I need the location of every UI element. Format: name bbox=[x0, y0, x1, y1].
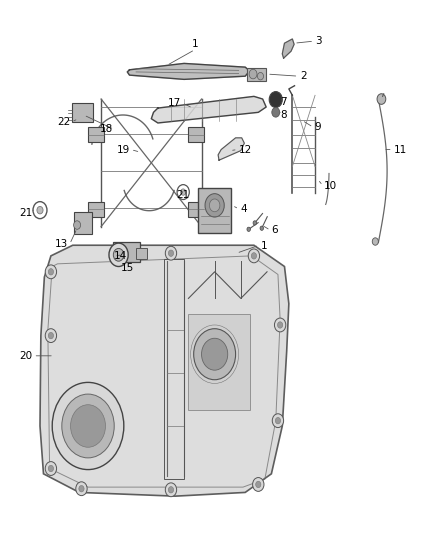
Circle shape bbox=[37, 206, 43, 214]
Circle shape bbox=[377, 94, 386, 104]
Circle shape bbox=[209, 199, 220, 212]
Circle shape bbox=[177, 184, 189, 199]
Circle shape bbox=[180, 189, 186, 195]
Circle shape bbox=[48, 269, 53, 275]
Circle shape bbox=[253, 221, 257, 225]
Polygon shape bbox=[283, 39, 294, 58]
Bar bbox=[88, 127, 104, 142]
Text: 6: 6 bbox=[272, 225, 278, 236]
Circle shape bbox=[278, 322, 283, 328]
Circle shape bbox=[372, 238, 378, 245]
Polygon shape bbox=[151, 96, 266, 123]
Bar bbox=[88, 201, 104, 216]
Circle shape bbox=[272, 108, 280, 117]
Text: 14: 14 bbox=[113, 251, 127, 261]
Circle shape bbox=[45, 329, 57, 343]
Circle shape bbox=[109, 243, 128, 266]
Text: 18: 18 bbox=[100, 124, 113, 134]
Circle shape bbox=[79, 486, 84, 492]
Bar bbox=[198, 188, 231, 233]
Circle shape bbox=[272, 414, 284, 427]
Circle shape bbox=[48, 465, 53, 472]
Polygon shape bbox=[218, 138, 244, 160]
Text: 1: 1 bbox=[192, 38, 198, 49]
Text: 1: 1 bbox=[261, 241, 267, 251]
Circle shape bbox=[258, 72, 264, 80]
Text: 22: 22 bbox=[57, 117, 71, 127]
Circle shape bbox=[168, 487, 173, 493]
Circle shape bbox=[247, 227, 251, 231]
Circle shape bbox=[113, 248, 124, 261]
Circle shape bbox=[194, 329, 236, 379]
Circle shape bbox=[256, 481, 261, 488]
Circle shape bbox=[248, 249, 260, 263]
Bar bbox=[188, 201, 204, 216]
Text: 8: 8 bbox=[280, 110, 287, 120]
Circle shape bbox=[269, 92, 283, 108]
Circle shape bbox=[45, 462, 57, 475]
Bar bbox=[164, 259, 184, 479]
Text: 7: 7 bbox=[280, 96, 287, 107]
Circle shape bbox=[52, 382, 124, 470]
Circle shape bbox=[165, 483, 177, 497]
Circle shape bbox=[74, 221, 81, 229]
Polygon shape bbox=[40, 245, 289, 496]
Circle shape bbox=[168, 250, 173, 256]
Bar bbox=[136, 248, 147, 259]
Text: 21: 21 bbox=[19, 208, 32, 219]
Text: 10: 10 bbox=[324, 181, 337, 191]
Circle shape bbox=[249, 69, 257, 79]
Bar bbox=[72, 103, 93, 122]
Circle shape bbox=[48, 333, 53, 339]
Bar bbox=[188, 127, 204, 142]
Circle shape bbox=[276, 417, 281, 424]
Text: 3: 3 bbox=[315, 36, 321, 45]
Circle shape bbox=[201, 338, 228, 370]
Text: 2: 2 bbox=[300, 71, 307, 81]
Text: 20: 20 bbox=[19, 351, 32, 361]
Circle shape bbox=[260, 226, 264, 230]
Polygon shape bbox=[127, 63, 250, 79]
Circle shape bbox=[76, 482, 87, 496]
Bar bbox=[188, 314, 250, 410]
Text: 19: 19 bbox=[117, 144, 130, 155]
Text: 11: 11 bbox=[394, 144, 407, 155]
Circle shape bbox=[33, 201, 47, 219]
Text: 15: 15 bbox=[121, 263, 134, 272]
Text: 12: 12 bbox=[239, 144, 252, 155]
Circle shape bbox=[253, 478, 264, 491]
Bar bbox=[113, 242, 141, 262]
Circle shape bbox=[251, 253, 257, 259]
Circle shape bbox=[62, 394, 114, 458]
Text: 9: 9 bbox=[314, 122, 321, 132]
Text: 4: 4 bbox=[240, 204, 247, 214]
Circle shape bbox=[45, 265, 57, 279]
Text: 21: 21 bbox=[177, 190, 190, 200]
Circle shape bbox=[165, 246, 177, 260]
Circle shape bbox=[275, 318, 286, 332]
Text: 13: 13 bbox=[55, 239, 68, 249]
Circle shape bbox=[205, 193, 224, 217]
Bar bbox=[247, 68, 266, 82]
Bar bbox=[74, 212, 92, 233]
Circle shape bbox=[71, 405, 106, 447]
Text: 17: 17 bbox=[167, 98, 180, 108]
